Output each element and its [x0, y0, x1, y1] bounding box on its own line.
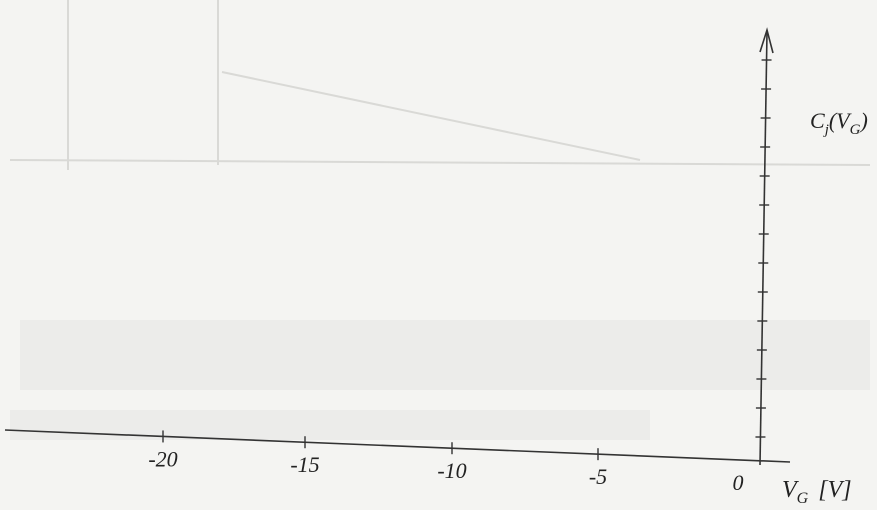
y-axis-label: Cj(VG) [810, 108, 868, 138]
y-arrow [759, 27, 774, 54]
x-tick-label: -15 [290, 452, 319, 477]
bleed-through [9, 0, 871, 440]
axes [4, 27, 791, 466]
x-tick-label: 0 [733, 470, 744, 495]
x-tick-label: -10 [437, 458, 466, 483]
x-tick-label: -5 [589, 464, 607, 489]
x-axis [4, 429, 791, 463]
x-axis-label: VG [V] [782, 477, 852, 507]
y-axis [759, 31, 768, 466]
x-tick-label: -20 [148, 446, 177, 471]
